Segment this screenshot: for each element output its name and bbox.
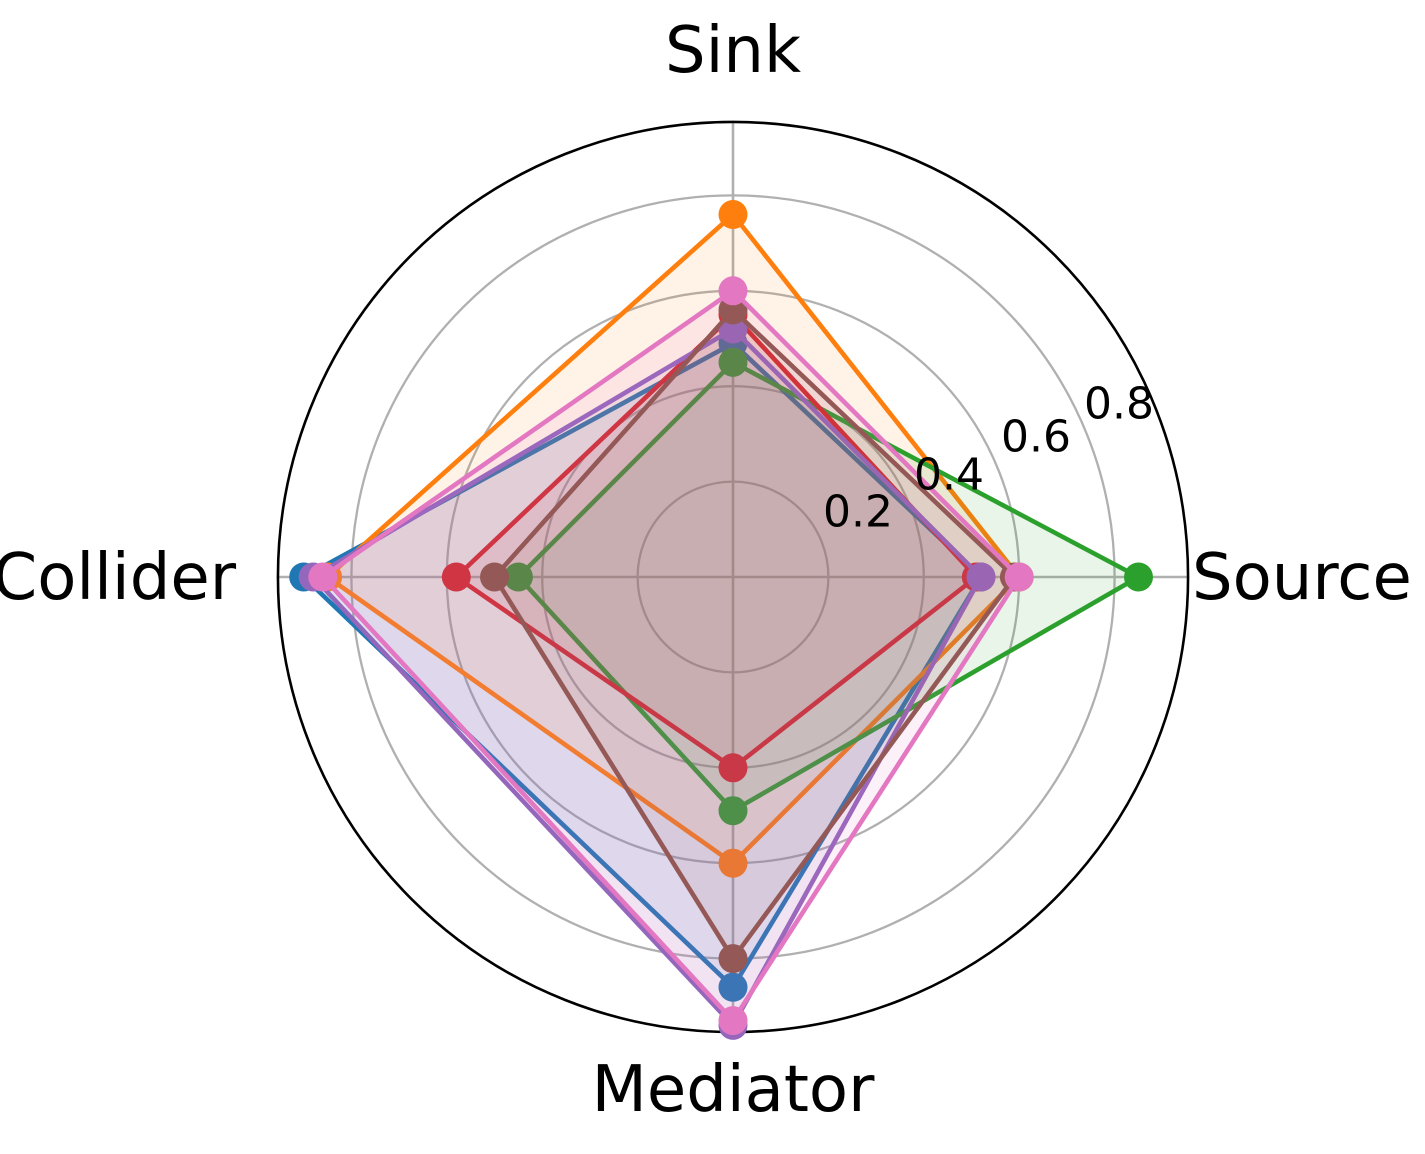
series-green-point-source — [1124, 562, 1153, 592]
series-orange-point-mediator — [718, 848, 748, 878]
series-pink-polygon — [320, 288, 1022, 1023]
axis-label-source: Source — [1192, 541, 1412, 615]
series-brown-point-collider — [480, 562, 509, 592]
radial-tick-label-0.6: 0.6 — [1001, 412, 1071, 463]
series-green-point-mediator — [718, 796, 748, 826]
series-orange-point-sink — [718, 200, 748, 229]
axis-label-collider: Collider — [0, 541, 237, 615]
radial-tick-label-0.4: 0.4 — [914, 450, 984, 501]
labels-layer: 0.2 0.4 0.6 0.8 Sink Source Mediator Col… — [0, 14, 1412, 1127]
series-green-point-sink — [718, 347, 748, 377]
series-red-point-mediator — [718, 753, 748, 783]
radial-tick-label-0.2: 0.2 — [823, 487, 893, 538]
series-brown-point-mediator — [718, 944, 748, 974]
series-red-point-collider — [441, 562, 471, 592]
series-blue-point-mediator — [718, 972, 748, 1002]
radial-tick-label-0.8: 0.8 — [1084, 379, 1154, 430]
series-layer — [289, 200, 1153, 1040]
series-pink-point-collider — [308, 562, 338, 592]
series-pink-point-sink — [718, 276, 748, 306]
series-pink-point-source — [1004, 562, 1034, 592]
series-purple-point-source — [966, 562, 996, 592]
axis-label-sink: Sink — [665, 14, 801, 88]
series-green — [503, 347, 1153, 826]
axis-label-mediator: Mediator — [592, 1053, 875, 1127]
series-pink — [308, 276, 1034, 1036]
series-pink-point-mediator — [718, 1006, 748, 1036]
series-green-point-collider — [503, 562, 533, 592]
